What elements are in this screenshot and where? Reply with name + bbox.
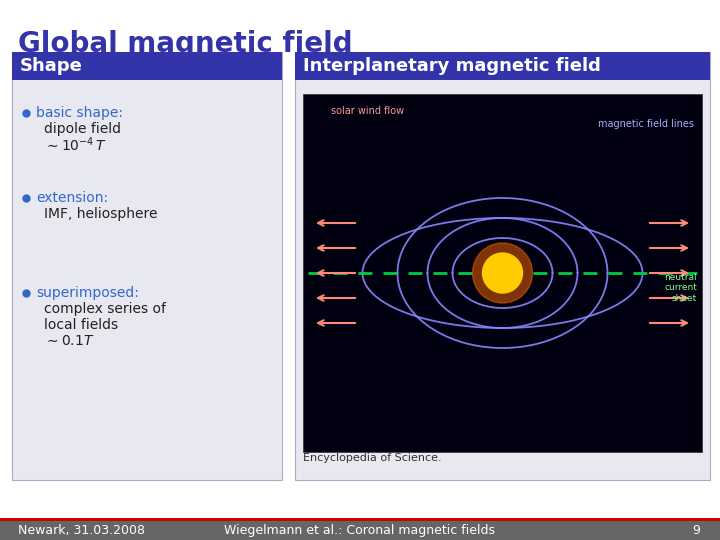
FancyBboxPatch shape	[12, 52, 282, 480]
Text: IMF, heliosphere: IMF, heliosphere	[44, 207, 158, 221]
Text: extension:: extension:	[36, 191, 108, 205]
Text: Encyclopedia of Science.: Encyclopedia of Science.	[303, 453, 441, 463]
Text: Global magnetic field: Global magnetic field	[18, 30, 353, 58]
FancyBboxPatch shape	[295, 52, 710, 480]
Circle shape	[482, 253, 523, 293]
FancyBboxPatch shape	[0, 521, 720, 540]
Text: Interplanetary magnetic field: Interplanetary magnetic field	[303, 57, 601, 75]
Text: $\sim 0.1T$: $\sim 0.1T$	[44, 334, 94, 348]
Text: complex series of: complex series of	[44, 302, 166, 316]
Text: basic shape:: basic shape:	[36, 106, 123, 120]
Text: local fields: local fields	[44, 318, 118, 332]
Text: $\sim 10^{-4}\,T$: $\sim 10^{-4}\,T$	[44, 136, 107, 154]
FancyBboxPatch shape	[12, 52, 282, 80]
Text: magnetic field lines: magnetic field lines	[598, 119, 694, 129]
Text: dipole field: dipole field	[44, 122, 121, 136]
Text: superimposed:: superimposed:	[36, 286, 139, 300]
Text: Newark, 31.03.2008: Newark, 31.03.2008	[18, 524, 145, 537]
FancyBboxPatch shape	[303, 94, 702, 452]
Text: Shape: Shape	[20, 57, 83, 75]
Text: Wiegelmann et al.: Coronal magnetic fields: Wiegelmann et al.: Coronal magnetic fiel…	[225, 524, 495, 537]
FancyBboxPatch shape	[295, 52, 710, 80]
Text: solar wind flow: solar wind flow	[331, 106, 404, 116]
Text: 9: 9	[692, 524, 700, 537]
Circle shape	[472, 243, 533, 303]
FancyBboxPatch shape	[0, 518, 720, 521]
Text: neutral
current
sheet: neutral current sheet	[664, 273, 697, 303]
